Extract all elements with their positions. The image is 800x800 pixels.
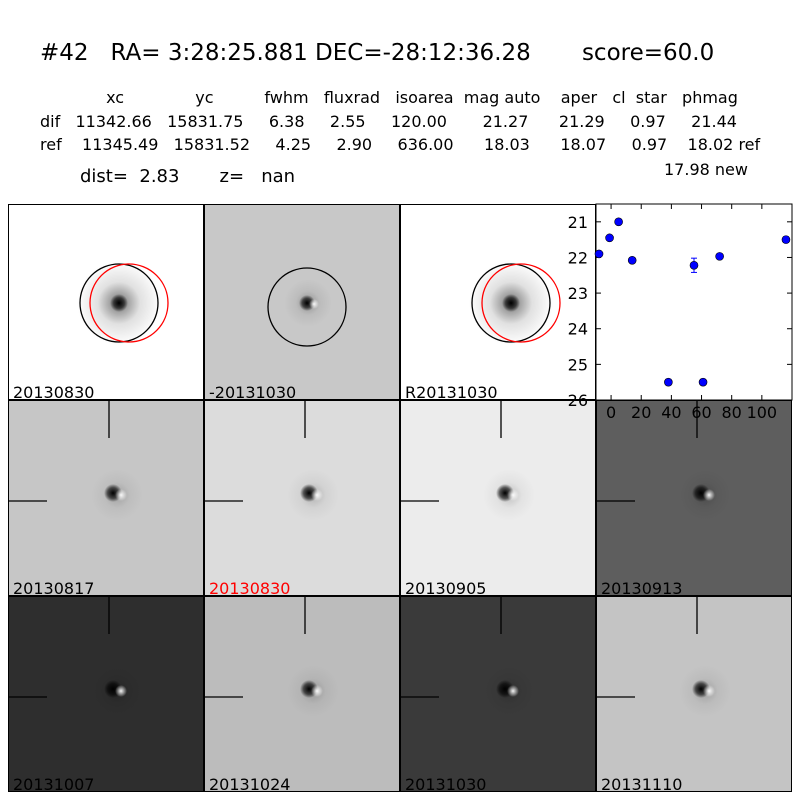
- stamp-date-label: R20131030: [405, 383, 498, 400]
- stamp-date-label: 20131110: [601, 775, 683, 792]
- dif-row: dif 11342.66 15831.75 6.38 2.55 120.00 2…: [40, 112, 737, 131]
- stamp-panel: -20131030: [204, 204, 400, 400]
- y-tick-label: 24: [568, 320, 588, 339]
- aperture-circle-red: [481, 263, 561, 343]
- stamp-date-label: 20130905: [405, 579, 487, 596]
- data-point: [594, 249, 604, 259]
- page-title: #42 RA= 3:28:25.881 DEC=-28:12:36.28 sco…: [40, 40, 715, 66]
- stamp-panel: 20130830: [204, 400, 400, 596]
- stamp-date-label: 20130913: [601, 579, 683, 596]
- column-headers: xc yc fwhm fluxrad isoarea mag auto aper…: [40, 88, 738, 107]
- y-tick-label: 21: [568, 213, 588, 232]
- stamp-date-label: 20131030: [405, 775, 487, 792]
- data-point: [627, 256, 637, 265]
- stamp-date-label: 20130830: [13, 383, 95, 400]
- stamp-date-label: 20131007: [13, 775, 95, 792]
- x-tick-label: 40: [661, 403, 681, 422]
- aperture-circle: [471, 263, 551, 343]
- plot-frame: [595, 203, 793, 401]
- x-tick-label: 20: [631, 403, 651, 422]
- data-point: [715, 252, 724, 261]
- x-tick-label: 0: [606, 403, 616, 422]
- stamp-panel: 20131030: [400, 596, 596, 792]
- light-curve-plot: 21 22 23 24 25 26 0 20 40 60 80 100: [568, 203, 793, 422]
- stamp-date-label: 20131024: [209, 775, 291, 792]
- data-point: [605, 233, 614, 243]
- source-residual: [311, 489, 323, 501]
- ref-row: ref 11345.49 15831.52 4.25 2.90 636.00 1…: [40, 135, 761, 154]
- source-residual: [703, 489, 715, 501]
- source-core: [110, 294, 128, 312]
- stamp-panel: 20130817: [8, 400, 204, 596]
- y-tick-label: 23: [568, 284, 588, 303]
- stamp-panel: 20130830: [8, 204, 204, 400]
- data-point: [781, 235, 791, 244]
- source-residual: [311, 685, 323, 697]
- x-tick-label: 80: [722, 403, 742, 422]
- y-tick-label: 26: [568, 391, 588, 410]
- data-point: [614, 217, 623, 227]
- stamp-panel: 20130905: [400, 400, 596, 596]
- source-residual: [115, 685, 127, 697]
- y-tick-label: 25: [568, 355, 588, 374]
- aperture-circle-red: [89, 263, 169, 343]
- data-point: [698, 377, 708, 387]
- aperture-circle: [79, 263, 159, 343]
- x-tick-label: 100: [747, 403, 778, 422]
- stamp-date-label: 20130830: [209, 579, 291, 596]
- source-residual: [507, 489, 519, 501]
- source-residual: [703, 685, 715, 697]
- stamp-date-label: 20130817: [13, 579, 95, 596]
- stamp-panel: 20130913: [596, 400, 792, 596]
- stamp-panel: 20131024: [204, 596, 400, 792]
- y-tick-label: 22: [568, 248, 588, 267]
- source-residual: [309, 299, 319, 309]
- stamp-panel: 20131110: [596, 596, 792, 792]
- x-tick-label: 60: [691, 403, 711, 422]
- data-point: [664, 377, 673, 387]
- stamp-panel: R20131030: [400, 204, 596, 400]
- dist-row: dist= 2.83 z= nan: [80, 166, 296, 187]
- source-residual: [115, 489, 127, 501]
- source-residual: [507, 685, 519, 697]
- source-core: [502, 294, 520, 312]
- stamp-panel: 20131007: [8, 596, 204, 792]
- new-row: 17.98 new: [664, 160, 748, 179]
- data-point: [689, 260, 699, 270]
- aperture-circle: [267, 267, 347, 347]
- stamp-date-label: -20131030: [209, 383, 297, 400]
